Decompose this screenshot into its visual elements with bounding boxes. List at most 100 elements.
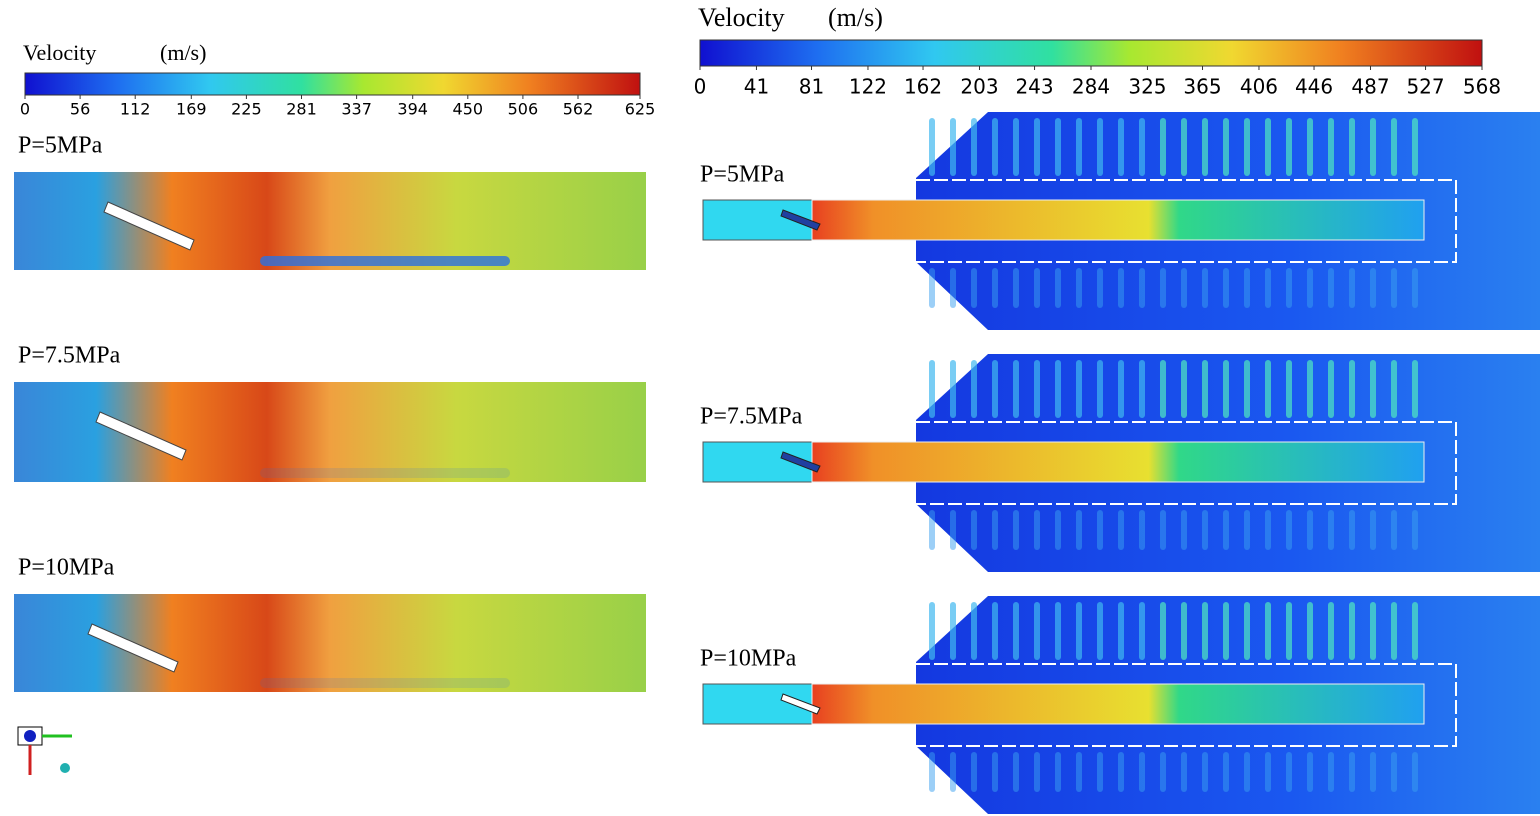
jet — [1244, 118, 1250, 176]
jet — [1265, 360, 1271, 418]
jet — [1349, 268, 1355, 308]
jet — [1034, 268, 1040, 308]
jet — [1013, 602, 1019, 660]
jet — [1055, 118, 1061, 176]
jet — [1244, 602, 1250, 660]
velocity-field — [14, 382, 646, 482]
jet — [971, 752, 977, 792]
colorbar-tick-label: 562 — [563, 100, 594, 119]
panel-label: P=7.5MPa — [700, 404, 803, 430]
jet — [950, 602, 956, 660]
jet — [1181, 118, 1187, 176]
jet — [971, 602, 977, 660]
jet — [1139, 602, 1145, 660]
duct — [811, 683, 1425, 725]
jet — [1118, 602, 1124, 660]
jet — [1202, 118, 1208, 176]
jet — [1181, 360, 1187, 418]
jet — [1202, 602, 1208, 660]
jet — [1412, 118, 1418, 176]
jet — [1349, 118, 1355, 176]
jet — [929, 752, 935, 792]
jet — [1034, 360, 1040, 418]
jet — [1328, 510, 1334, 550]
jet — [1286, 360, 1292, 418]
jet — [1118, 118, 1124, 176]
jet — [950, 118, 956, 176]
jet — [1349, 602, 1355, 660]
jet — [1223, 752, 1229, 792]
jet — [1391, 752, 1397, 792]
jet — [1370, 510, 1376, 550]
jet — [1370, 118, 1376, 176]
jet — [971, 360, 977, 418]
jet — [992, 510, 998, 550]
jet — [1118, 752, 1124, 792]
jet — [1370, 602, 1376, 660]
jet — [1076, 602, 1082, 660]
plate — [780, 693, 821, 715]
jet — [1160, 510, 1166, 550]
jet — [992, 118, 998, 176]
jet — [1076, 752, 1082, 792]
low-speed-band — [260, 256, 510, 266]
jet — [1223, 118, 1229, 176]
jet — [1307, 360, 1313, 418]
jet — [1307, 118, 1313, 176]
panel-label: P=10MPa — [18, 555, 115, 581]
jet — [1391, 118, 1397, 176]
jet — [1202, 360, 1208, 418]
jet — [1265, 602, 1271, 660]
colorbar-tick-label: 81 — [799, 75, 824, 99]
colorbar-tick-label: 394 — [397, 100, 428, 119]
jet — [1139, 752, 1145, 792]
jet — [1307, 602, 1313, 660]
jet — [1181, 602, 1187, 660]
jet — [1202, 510, 1208, 550]
jet — [1223, 268, 1229, 308]
jet — [992, 752, 998, 792]
jet — [992, 602, 998, 660]
liner — [916, 663, 1457, 747]
jet — [1076, 360, 1082, 418]
jet — [1160, 360, 1166, 418]
plate — [87, 623, 179, 673]
jet — [1370, 268, 1376, 308]
jet — [1223, 360, 1229, 418]
colorbar-tick-label: 406 — [1240, 75, 1278, 99]
jet — [1286, 268, 1292, 308]
jet — [929, 118, 935, 176]
jet — [1034, 118, 1040, 176]
colorbar-tick-label: 112 — [120, 100, 151, 119]
jet — [1097, 360, 1103, 418]
colorbar-tick-label: 625 — [625, 100, 656, 119]
colorbar — [24, 72, 641, 96]
jet — [929, 360, 935, 418]
colorbar-tick-label: 527 — [1406, 75, 1444, 99]
jet — [992, 360, 998, 418]
low-speed-band — [260, 678, 510, 688]
jet — [929, 268, 935, 308]
plate — [95, 411, 187, 461]
colorbar-tick-label: 203 — [960, 75, 998, 99]
jet — [1286, 510, 1292, 550]
jet — [1265, 268, 1271, 308]
axis-triad — [24, 730, 36, 742]
jet — [1013, 118, 1019, 176]
jet — [1076, 118, 1082, 176]
jet — [1013, 752, 1019, 792]
jet — [1223, 602, 1229, 660]
colorbar-tick-label: 122 — [849, 75, 887, 99]
jet — [1160, 118, 1166, 176]
colorbar-tick-label: 243 — [1015, 75, 1053, 99]
jet — [1181, 752, 1187, 792]
colorbar-tick-label: 284 — [1072, 75, 1110, 99]
jet — [1391, 602, 1397, 660]
liner — [916, 421, 1457, 505]
jet — [1265, 118, 1271, 176]
jet — [1076, 510, 1082, 550]
jet — [1391, 510, 1397, 550]
jet — [1370, 752, 1376, 792]
jet — [950, 360, 956, 418]
